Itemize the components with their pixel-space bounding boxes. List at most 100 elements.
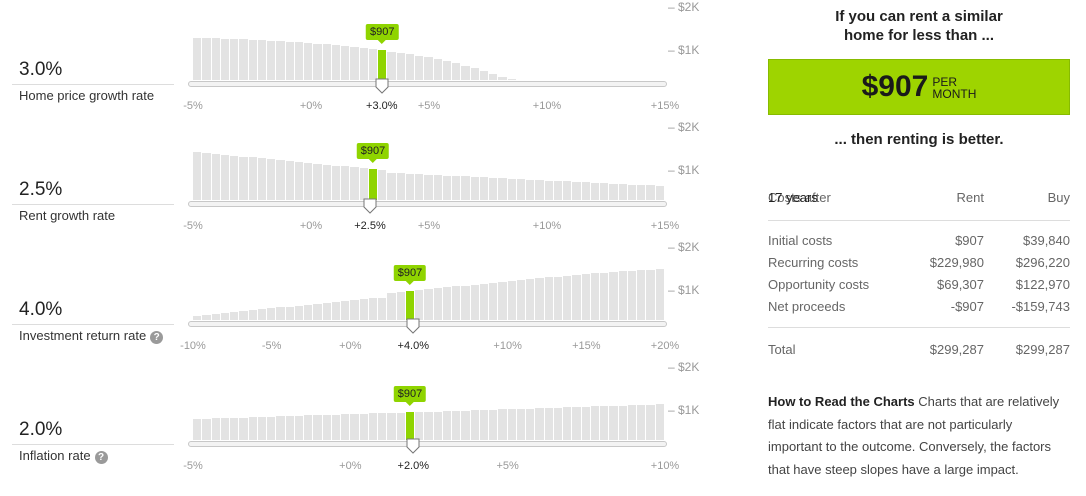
chart-bar xyxy=(202,418,211,440)
chart-bar xyxy=(257,40,267,80)
chart-bar xyxy=(248,39,257,80)
chart-bar xyxy=(637,404,646,440)
how-to-read-title: How to Read the Charts xyxy=(768,394,915,409)
cost-buy: $296,220 xyxy=(1015,255,1070,270)
chart-bar xyxy=(257,158,267,200)
chart-bar xyxy=(350,300,359,320)
slider-track[interactable] xyxy=(188,201,667,207)
chart-bar xyxy=(230,311,239,320)
chart-bar xyxy=(470,176,479,200)
chart-bar xyxy=(526,408,535,440)
row-label-text: Rent growth rate xyxy=(19,208,116,223)
slider-handle[interactable] xyxy=(363,198,377,214)
x-tick-label: +15% xyxy=(650,220,680,232)
chart-bar xyxy=(193,419,202,440)
chart-bar xyxy=(516,280,526,320)
help-icon[interactable]: ? xyxy=(150,331,164,344)
table-row: Opportunity costs $69,307 $122,970 xyxy=(768,277,1070,297)
total-label: Total xyxy=(768,342,796,357)
table-row: Recurring costs $229,980 $296,220 xyxy=(768,255,1070,275)
chart-bar xyxy=(646,185,655,200)
slider-handle[interactable] xyxy=(406,438,420,454)
chart-bar xyxy=(387,412,396,440)
total-buy: $299,287 xyxy=(1015,342,1070,357)
chart-bar xyxy=(581,182,590,200)
chart-bar xyxy=(415,55,424,80)
chart-home-price[interactable]: – $2K – $1K -5% +0% +3.0% +5% +10% +15% $907 xyxy=(0,0,730,118)
chart-bar xyxy=(507,281,516,320)
chart-bar xyxy=(452,410,461,440)
slider-handle[interactable] xyxy=(375,78,389,94)
chart-bar xyxy=(442,61,452,80)
chart-bar xyxy=(239,39,248,80)
chart-inflation[interactable]: – $2K – $1K -5% +0% +2.0% +5% +10% $907 xyxy=(0,360,730,478)
slider-track[interactable] xyxy=(188,81,667,87)
chart-bar xyxy=(294,415,304,440)
current-value-tick: +2.0% xyxy=(397,460,430,472)
chart-bar xyxy=(600,406,609,440)
chart-bar xyxy=(415,174,424,200)
chart-bar xyxy=(211,313,220,320)
table-divider xyxy=(768,327,1070,328)
chart-bar xyxy=(544,180,553,200)
chart-bar xyxy=(433,411,442,440)
slider-handle[interactable] xyxy=(406,318,420,334)
y-tick-label: – $2K xyxy=(668,120,700,134)
table-row: Net proceeds -$907 -$159,743 xyxy=(768,299,1070,319)
chart-bar xyxy=(285,161,294,200)
chart-bar xyxy=(498,281,507,320)
years-value[interactable]: 17 years xyxy=(768,190,818,205)
table-divider xyxy=(768,220,1070,221)
chart-bar xyxy=(341,166,350,200)
chart-bar xyxy=(350,167,359,200)
x-tick-label: +5% xyxy=(417,220,441,232)
chart-bar xyxy=(378,413,387,440)
chart-bar xyxy=(489,74,498,80)
chart-bar xyxy=(627,184,637,200)
chart-bar xyxy=(590,406,600,440)
chart-bar xyxy=(618,184,627,200)
unit-line-2: MONTH xyxy=(932,87,977,101)
chart-bar xyxy=(276,41,285,80)
chart-investment-return[interactable]: – $2K – $1K -10% -5% +0% +4.0% +10% +15% +20% $90… xyxy=(0,240,730,358)
row-value: 4.0% xyxy=(19,299,63,320)
current-value-tick: +3.0% xyxy=(366,100,398,112)
chart-bar xyxy=(618,405,627,440)
chart-bar xyxy=(276,416,285,440)
slider-track[interactable] xyxy=(188,321,667,327)
chart-rent-growth[interactable]: – $2K – $1K -5% +0% +2.5% +5% +10% +15% $907 xyxy=(0,120,730,238)
total-row: Total $299,287 $299,287 xyxy=(768,342,1070,362)
chart-bar xyxy=(600,183,609,200)
rent-column-header: Rent xyxy=(956,190,984,205)
chart-bar xyxy=(304,162,313,200)
chart-bar xyxy=(637,270,646,320)
factor-row-investment-return: – $2K – $1K -10% -5% +0% +4.0% +10% +15% +20% $90… xyxy=(0,240,730,358)
chart-bar xyxy=(618,271,627,320)
chart-bar xyxy=(609,183,618,200)
help-icon[interactable]: ? xyxy=(94,451,108,464)
selected-bar xyxy=(368,169,378,200)
chart-bar xyxy=(285,416,294,440)
chart-bar xyxy=(479,283,489,320)
chart-bar xyxy=(322,414,331,440)
chart-bar xyxy=(294,305,304,320)
chart-bar xyxy=(572,181,581,200)
chart-bar xyxy=(331,414,341,440)
chart-bar xyxy=(193,38,202,80)
chart-bar xyxy=(359,299,368,320)
chart-bar xyxy=(452,286,461,320)
chart-bar xyxy=(544,407,553,440)
slider-track[interactable] xyxy=(188,441,667,447)
chart-bar xyxy=(609,405,618,440)
outro-text: ... then renting is better. xyxy=(834,131,1004,148)
x-tick-label: +0% xyxy=(339,460,362,472)
chart-bar xyxy=(489,409,498,440)
chart-bar xyxy=(239,156,248,200)
chart-bar xyxy=(387,51,396,80)
rent-threshold-box: $907 PER MONTH xyxy=(768,59,1070,115)
selected-bar xyxy=(405,412,415,440)
chart-bar xyxy=(248,157,257,200)
current-value-tick: +2.5% xyxy=(354,220,386,232)
row-label: Home price growth rate xyxy=(19,88,154,103)
value-callout: $907 xyxy=(365,24,399,45)
